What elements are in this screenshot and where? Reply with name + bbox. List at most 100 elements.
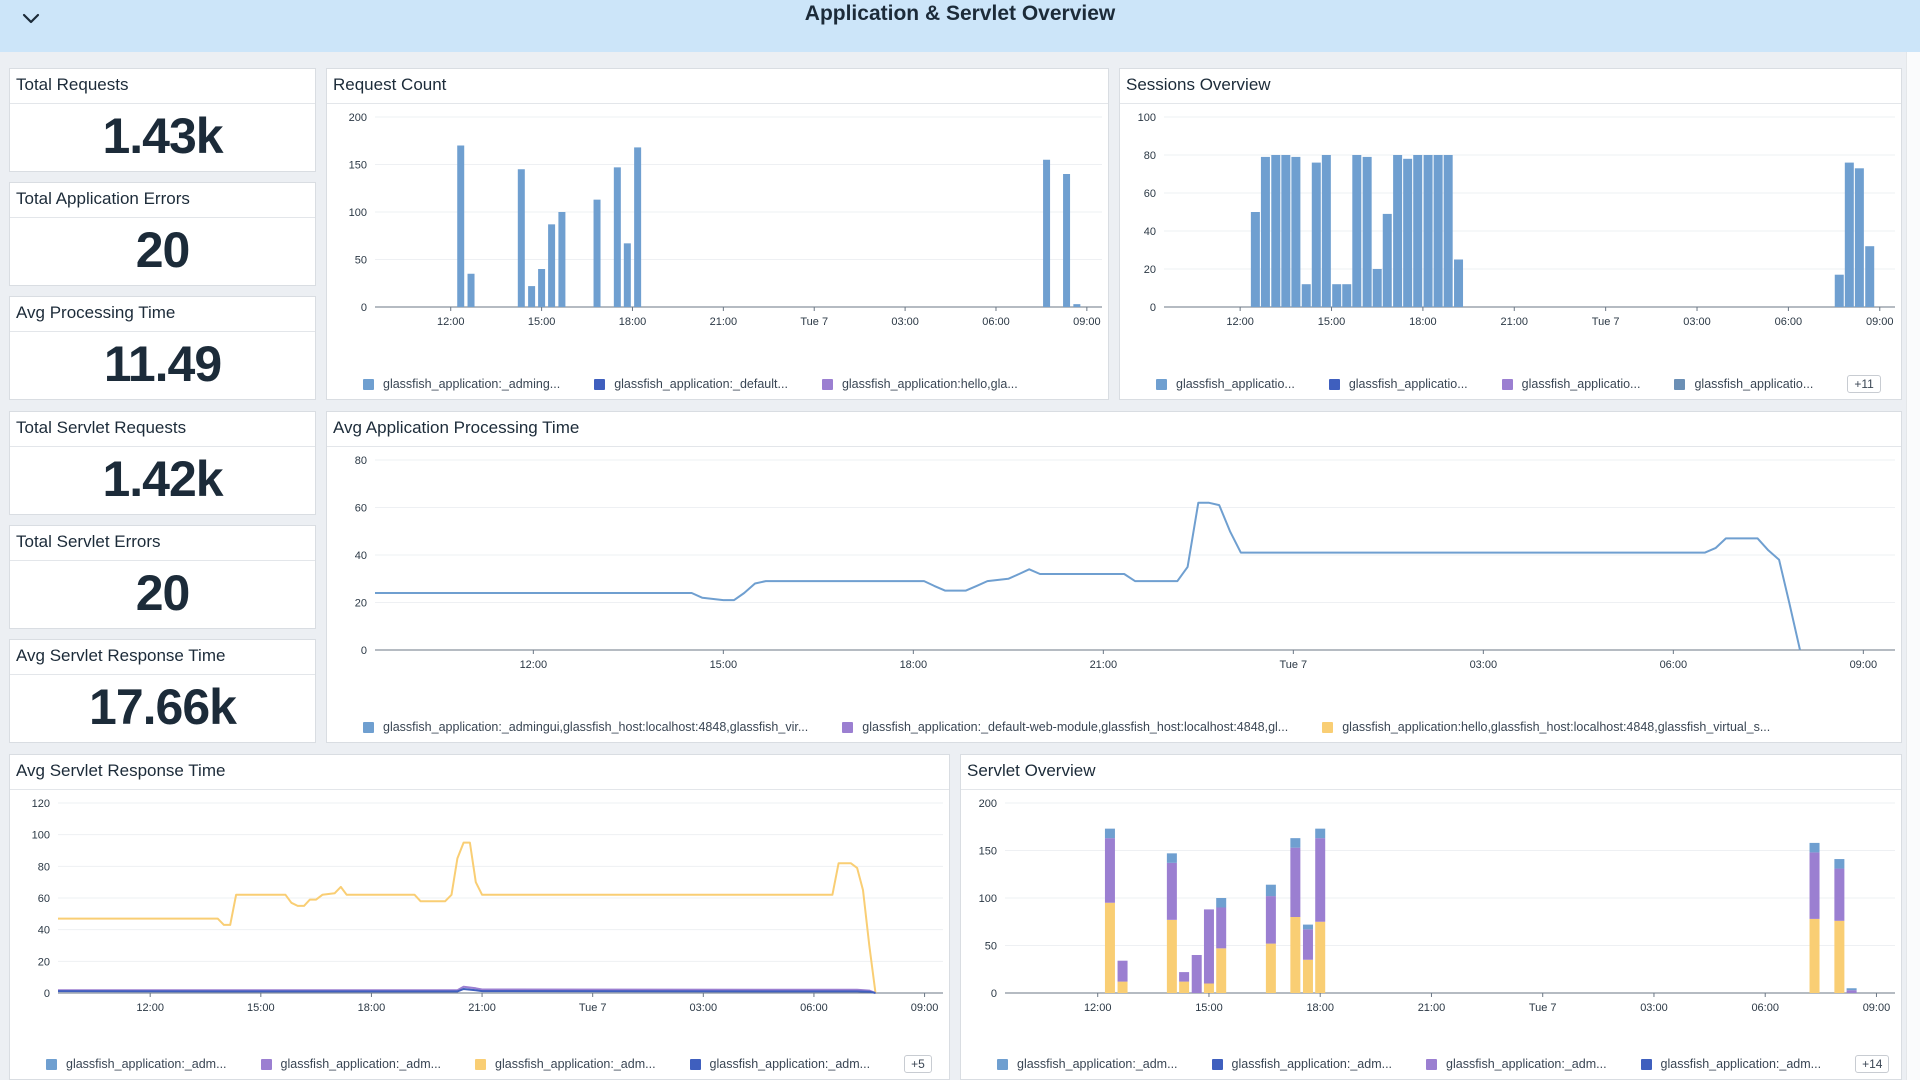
legend-swatch [260, 1058, 272, 1070]
stat-total-requests[interactable]: Total Requests 1.43k [9, 68, 316, 172]
stacked-bar-segment [1166, 853, 1177, 863]
legend-swatch [1322, 721, 1334, 733]
chart-legend: glassfish_application:_adm... glassfish_a… [997, 1053, 1890, 1075]
legend-item[interactable]: glassfish_application:_adm... [1211, 1057, 1392, 1071]
legend-label: glassfish_applicatio... [1521, 377, 1641, 391]
x-tick-label: 15:00 [247, 1002, 275, 1014]
y-tick-label: 0 [361, 645, 367, 657]
bar [1413, 155, 1423, 307]
stat-avg-processing-time[interactable]: Avg Processing Time 11.49 [9, 296, 316, 400]
stacked-bar-segment [1179, 981, 1190, 993]
legend-more-button[interactable]: +14 [1855, 1055, 1890, 1073]
x-tick-label: 09:00 [911, 1002, 939, 1014]
legend-swatch [821, 378, 833, 390]
legend-item[interactable]: glassfish_application:_default... [594, 377, 788, 391]
sessions-overview-plot: 0 20 40 60 80 100 12:00 15:00 18:00 21:00 Tue 7 03:… [1138, 112, 1895, 328]
stat-value: 1.43k [102, 108, 223, 164]
chart-panel-request-count[interactable]: Request Count 0 50 100 150 200 12:00 15:00 18:0… [326, 68, 1109, 400]
legend-item[interactable]: glassfish_application:hello,glassfish_ho… [1322, 720, 1770, 734]
chart-title: Avg Servlet Response Time [16, 761, 226, 780]
legend-swatch [1156, 378, 1167, 390]
legend-item[interactable]: glassfish_application:_admingui,glassfis… [363, 720, 808, 734]
legend-item[interactable]: glassfish_application:_adm... [997, 1057, 1178, 1071]
y-tick-label: 60 [355, 503, 367, 515]
chart-legend: glassfish_application:_admingui,glassfis… [363, 716, 1770, 738]
y-tick-label: 0 [1150, 302, 1156, 314]
chart-panel-servlet-overview[interactable]: Servlet Overview 0 50 100 150 200 12:00 15:00 1… [960, 754, 1902, 1080]
bar [1854, 168, 1864, 307]
stacked-bar-segment [1216, 948, 1227, 993]
avg-application-processing-time-plot: 0 20 40 60 80 12:00 15:00 18:00 21:00 Tue 7 03:00 0… [355, 455, 1895, 671]
stacked-bar-segment [1203, 909, 1214, 984]
panel-divider [10, 789, 949, 790]
x-tick-label: 12:00 [437, 316, 465, 328]
y-tick-label: 40 [1144, 226, 1156, 238]
stacked-bar-segment [1290, 838, 1301, 848]
legend-label: glassfish_applicatio... [1694, 377, 1814, 391]
x-tick-label: 09:00 [1073, 316, 1101, 328]
legend-swatch [46, 1058, 57, 1070]
chart-panel-sessions-overview[interactable]: Sessions Overview 0 20 40 60 80 100 12:00 15:00… [1119, 68, 1902, 400]
stacked-bar-segment [1315, 921, 1326, 993]
legend-item[interactable]: glassfish_applicatio... [1156, 377, 1295, 391]
legend-item[interactable]: glassfish_application:_adm... [1640, 1057, 1821, 1071]
bar [1342, 284, 1352, 307]
chevron-down-icon[interactable] [18, 6, 44, 32]
legend-item[interactable]: glassfish_application:_adm... [46, 1057, 227, 1071]
stacked-bar-segment [1302, 924, 1313, 930]
chart-panel-avg-application-processing-time[interactable]: Avg Application Processing Time 0 20 40 60 8… [326, 411, 1902, 743]
stat-value: 20 [135, 565, 191, 621]
legend-item[interactable]: glassfish_application:_adm... [689, 1057, 871, 1071]
bar [1865, 246, 1875, 307]
bar [1281, 155, 1291, 307]
x-tick-label: 09:00 [1863, 1002, 1891, 1014]
stacked-bar-segment [1302, 929, 1313, 960]
legend-item[interactable]: glassfish_application:_adm... [1426, 1057, 1607, 1071]
stat-total-application-errors[interactable]: Total Application Errors 20 [9, 182, 316, 286]
x-tick-label: 21:00 [710, 316, 738, 328]
y-tick-label: 20 [38, 956, 50, 968]
chart-panel-avg-servlet-response-time[interactable]: Avg Servlet Response Time 0 20 40 60 80 100 12… [9, 754, 950, 1080]
bar [457, 145, 465, 307]
legend-item[interactable]: glassfish_applicatio... [1674, 377, 1813, 391]
stacked-bar-segment [1315, 828, 1326, 839]
stat-value: 20 [135, 222, 191, 278]
legend-item[interactable]: glassfish_application:_adm... [260, 1057, 441, 1071]
stacked-bar-segment [1265, 943, 1276, 993]
legend-item[interactable]: glassfish_application:_adming... [363, 377, 560, 391]
y-tick-label: 80 [355, 455, 367, 467]
stacked-bar-segment [1179, 972, 1190, 982]
stat-total-servlet-requests[interactable]: Total Servlet Requests 1.42k [9, 411, 316, 515]
stat-total-servlet-errors[interactable]: Total Servlet Errors 20 [9, 525, 316, 629]
dashboard-header: Application & Servlet Overview [0, 0, 1920, 52]
stacked-bar-segment [1809, 842, 1820, 853]
legend-more-button[interactable]: +11 [1847, 375, 1881, 393]
stacked-bar-segment [1104, 902, 1115, 993]
stacked-bar-segment [1104, 828, 1115, 839]
legend-more-button[interactable]: +5 [904, 1055, 932, 1073]
legend-label: glassfish_application:hello,glassfish_ho… [1342, 720, 1771, 734]
stat-avg-servlet-response-time[interactable]: Avg Servlet Response Time 17.66k [9, 639, 316, 743]
legend-label: glassfish_application:_default... [614, 377, 788, 391]
legend-label: glassfish_application:_adm... [709, 1057, 871, 1071]
legend-item[interactable]: glassfish_applicatio... [1328, 377, 1468, 391]
legend-item[interactable]: glassfish_applicatio... [1501, 377, 1641, 391]
stacked-bar-segment [1166, 862, 1177, 920]
stat-title: Total Application Errors [16, 189, 190, 208]
legend-label: glassfish_application:_admingui,glassfis… [383, 720, 809, 734]
stacked-bar-segment [1166, 919, 1177, 993]
legend-item[interactable]: glassfish_application:_default-web-modul… [842, 720, 1288, 734]
stat-title: Total Servlet Requests [16, 418, 187, 437]
bar [467, 273, 475, 307]
bar [1443, 155, 1453, 307]
bar [1372, 269, 1382, 307]
page-scrollbar[interactable] [1906, 52, 1920, 1080]
panel-divider [327, 446, 1901, 447]
bar [1844, 162, 1854, 307]
bar [1362, 156, 1372, 307]
legend-label: glassfish_application:_adm... [1017, 1057, 1178, 1071]
legend-item[interactable]: glassfish_application:hello,gla... [821, 377, 1018, 391]
legend-label: glassfish_application:hello,gla... [841, 377, 1018, 391]
x-tick-label: 03:00 [1640, 1002, 1668, 1014]
legend-item[interactable]: glassfish_application:_adm... [475, 1057, 656, 1071]
